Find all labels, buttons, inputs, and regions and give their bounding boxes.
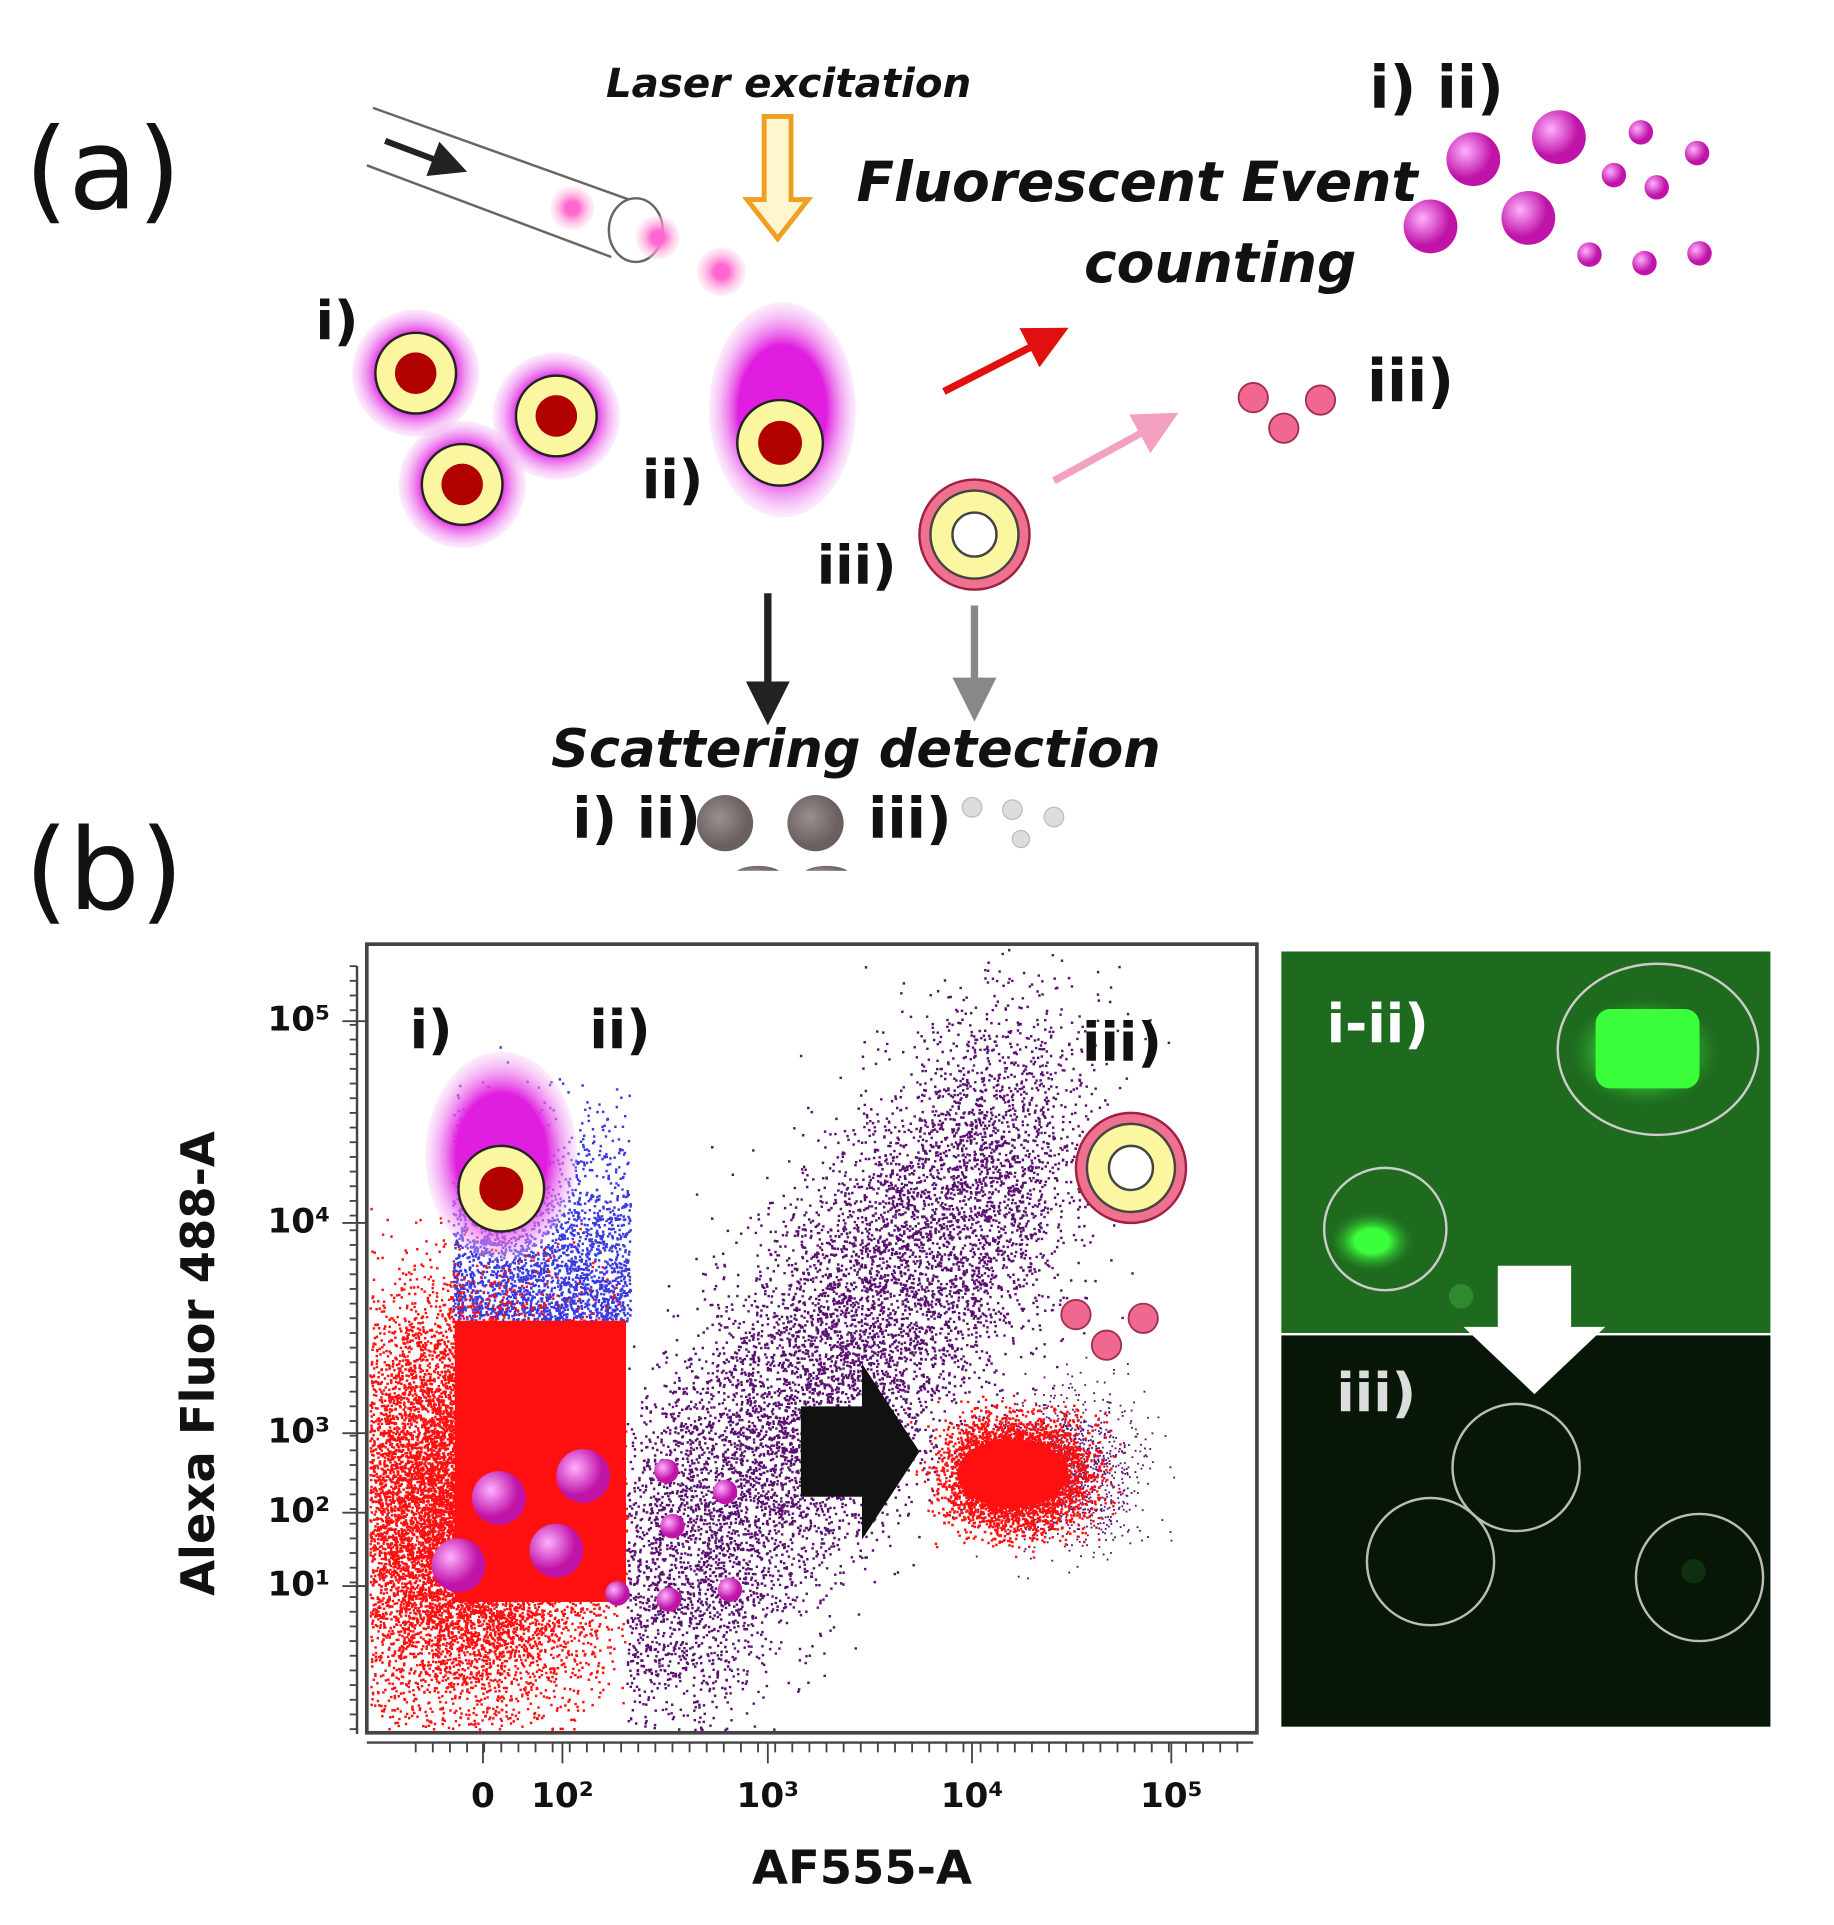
x-tick-label: 10⁵ bbox=[1140, 1776, 1203, 1816]
y-tick-label: 10¹ bbox=[268, 1565, 331, 1605]
dot-cloud bbox=[452, 1046, 633, 1324]
particle bbox=[635, 215, 680, 260]
x-tick-label: 10³ bbox=[737, 1776, 800, 1816]
cell-label: ii) bbox=[642, 448, 703, 511]
scattering-title: Scattering detection bbox=[551, 719, 1161, 780]
flow-arrow bbox=[384, 138, 468, 177]
group-label: i) ii) bbox=[572, 787, 701, 852]
cells bbox=[352, 309, 620, 549]
tube bbox=[366, 106, 664, 264]
x-tick-label: 0 bbox=[471, 1776, 495, 1816]
large-cell bbox=[709, 302, 856, 518]
x-axis-label: AF555-A bbox=[752, 1840, 972, 1894]
y-tick-label: 10³ bbox=[268, 1412, 331, 1452]
fluorescent-events bbox=[1403, 110, 1712, 276]
laser-label: Laser excitation bbox=[606, 60, 971, 107]
scatter-small bbox=[961, 796, 1065, 849]
mask bbox=[684, 870, 869, 888]
x-tick-label: 10² bbox=[531, 1776, 594, 1816]
group-label: iii) bbox=[1367, 348, 1454, 416]
big-arrow bbox=[800, 1363, 920, 1540]
dot-cloud bbox=[626, 948, 1171, 1732]
ticks bbox=[342, 965, 1239, 1764]
plot-label: ii) bbox=[589, 998, 650, 1061]
y-axis-label: Alexa Fluor 488-A bbox=[171, 1131, 225, 1596]
panel-label: (a) bbox=[24, 104, 181, 235]
panel-label: (b) bbox=[24, 805, 183, 936]
cell-label: iii) bbox=[817, 533, 897, 596]
plot-label: iii) bbox=[1082, 1010, 1162, 1073]
particle bbox=[696, 247, 746, 297]
micrograph-label: i-ii) bbox=[1327, 992, 1429, 1055]
group-label: i) ii) bbox=[1369, 54, 1503, 122]
micrograph-top bbox=[1281, 951, 1771, 1333]
y-tick-label: 10² bbox=[268, 1491, 331, 1531]
micrograph-bottom bbox=[1281, 1335, 1771, 1727]
y-tick-label: 10⁵ bbox=[268, 1000, 331, 1040]
plot-ring-cell bbox=[1074, 1111, 1188, 1225]
small-events bbox=[1237, 382, 1337, 444]
dense-region bbox=[957, 1439, 1068, 1508]
arrow bbox=[1052, 412, 1179, 484]
laser-arrow bbox=[742, 113, 814, 243]
arrow bbox=[942, 327, 1069, 395]
particle bbox=[550, 186, 595, 231]
plot-label: i) bbox=[410, 998, 453, 1061]
ring-cell bbox=[918, 478, 1031, 591]
fluorescent-title: Fluorescent Event bbox=[856, 150, 1419, 214]
group-label: iii) bbox=[868, 787, 952, 852]
plot-small-events bbox=[1060, 1299, 1159, 1361]
fluorescent-title: counting bbox=[1084, 231, 1356, 295]
x-tick-label: 10⁴ bbox=[941, 1776, 1004, 1816]
dot-cloud bbox=[962, 1356, 1176, 1580]
plot-spheres bbox=[431, 1449, 743, 1612]
cell-label: i) bbox=[315, 289, 358, 352]
plot-cell bbox=[425, 1051, 578, 1260]
micrograph-label: iii) bbox=[1336, 1361, 1416, 1424]
down-arrow bbox=[1463, 1265, 1606, 1395]
y-tick-label: 10⁴ bbox=[268, 1201, 331, 1241]
